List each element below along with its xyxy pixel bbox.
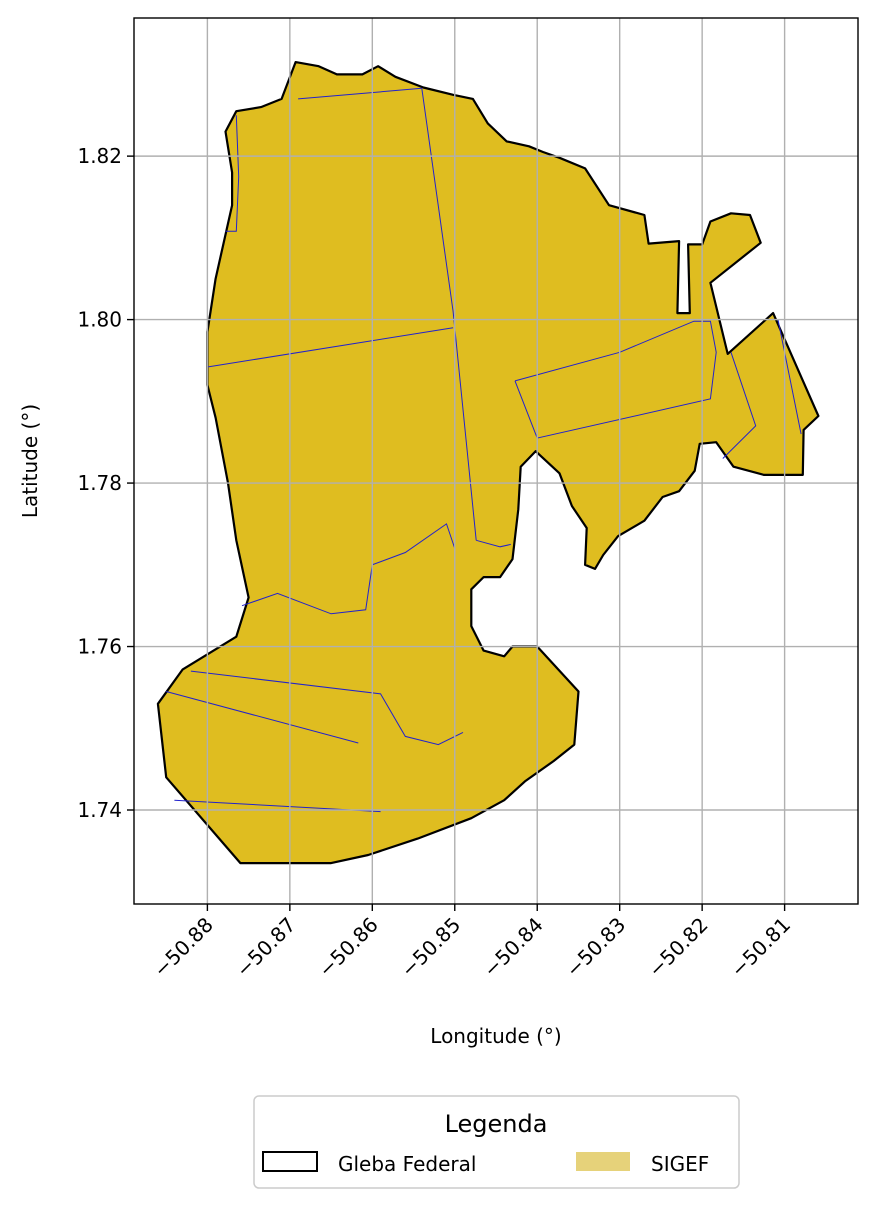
legend-label-gleba-federal: Gleba Federal [338,1152,476,1176]
plot-frame [133,17,859,905]
y-tick-label: 1.74 [77,798,122,822]
sigef-parcel-line [241,523,456,615]
grid [134,18,858,904]
sigef-parcel-line [476,539,511,548]
map-layer [156,61,820,865]
sigef-parcel-lines [166,87,802,813]
sigef-parcel-line [298,87,422,100]
y-axis-label: Latitude (°) [18,404,42,518]
sigef-parcel-line [722,352,757,459]
sigef-parcel-line [777,319,802,435]
legend-title: Legenda [445,1110,548,1138]
sigef-parcel-line [514,320,717,439]
y-axis-ticks: 1.74 1.76 1.78 1.80 1.82 [77,144,134,822]
legend-swatch-gleba-federal [262,1151,318,1172]
sigef-parcel-line [207,327,454,368]
y-tick-label: 1.82 [77,144,122,168]
x-axis-label: Longitude (°) [430,1024,561,1048]
legend-swatch-sigef [576,1152,630,1171]
y-tick-label: 1.80 [77,308,122,332]
sigef-parcel-line [421,88,477,541]
sigef-parcel-line [190,670,464,746]
gleba-federal-polygon[interactable] [156,61,820,865]
legend-label-sigef: SIGEF [651,1152,709,1176]
legend: Legenda Gleba Federal SIGEF [253,1095,740,1189]
sigef-parcel-line [225,115,240,232]
sigef-parcel-line [166,691,359,744]
y-tick-label: 1.76 [77,635,122,659]
y-tick-label: 1.78 [77,471,122,495]
